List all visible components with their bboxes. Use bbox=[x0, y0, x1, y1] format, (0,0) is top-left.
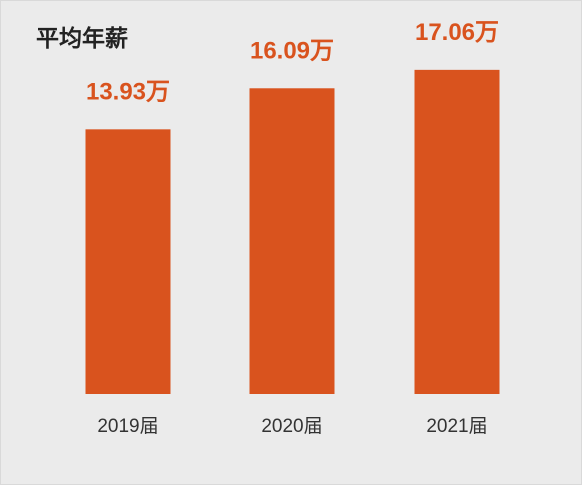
category-labels-group: 2019届 2020届 2021届 bbox=[97, 416, 487, 437]
bar-0 bbox=[85, 129, 171, 394]
bars-group bbox=[85, 69, 500, 395]
category-label-0: 2019届 bbox=[97, 416, 158, 437]
value-label-0: 13.93万 bbox=[86, 78, 170, 105]
category-label-2: 2021届 bbox=[426, 416, 487, 437]
chart-title: 平均年薪 bbox=[36, 26, 128, 52]
value-label-2: 17.06万 bbox=[415, 19, 499, 46]
category-label-1: 2020届 bbox=[261, 416, 322, 437]
value-labels-group: 13.93万 16.09万 17.06万 bbox=[86, 19, 499, 105]
bar-1 bbox=[249, 88, 335, 394]
bar-2 bbox=[414, 69, 500, 395]
value-label-1: 16.09万 bbox=[250, 37, 334, 64]
